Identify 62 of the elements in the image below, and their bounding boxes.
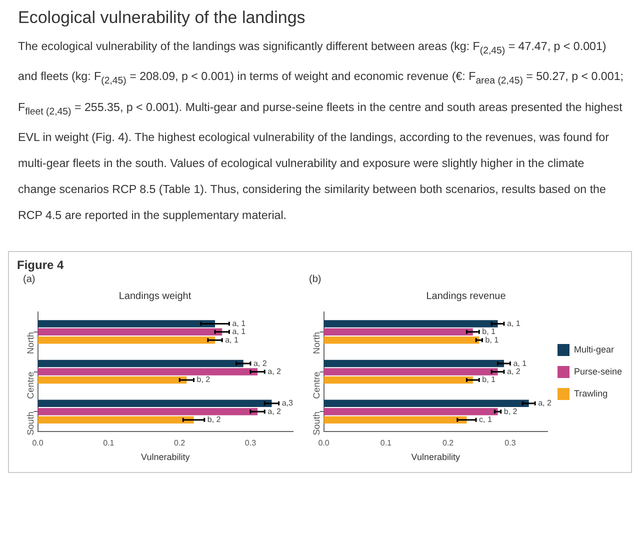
text: Ecological vulnerability of the landings [18, 8, 306, 28]
x-axis-title: Vulnerability [411, 452, 460, 462]
annotation: a, 1 [507, 318, 521, 328]
text: (a) [23, 274, 36, 285]
y-tick-label: North [311, 332, 322, 354]
annotation: b, 1 [482, 327, 496, 336]
annotation: a, 2 [268, 366, 282, 376]
y-tick-label: Centre [311, 372, 322, 399]
y-tick-label: North [25, 332, 36, 354]
x-tick-label: 0.2 [442, 438, 454, 448]
x-tick-label: 0.0 [318, 438, 330, 448]
annotation: a, 2 [538, 398, 552, 408]
bar [324, 360, 504, 368]
annotation: b, 1 [482, 375, 496, 384]
bar [324, 416, 467, 424]
bar [38, 336, 216, 344]
bar [324, 328, 473, 336]
x-tick-label: 0.1 [380, 438, 392, 448]
legend-label: Trawling [574, 388, 608, 398]
x-axis-title: Vulnerability [141, 452, 190, 462]
bar [38, 360, 244, 368]
bar [324, 368, 498, 376]
bar [324, 320, 498, 328]
legend-label: Multi-gear [574, 344, 614, 354]
bar [38, 328, 222, 336]
annotation: a, 2 [253, 358, 268, 368]
bar [38, 368, 258, 376]
text: The ecological vulnerability of the landings was significantly different between areas (kg: F$_{(2,45)}$ = 47.47, p < 0.001) and fleets (kg: F$_{(2,45)}$ = 208.09, p < 0.001) in terms of weight and economic revenue (€: F$_{area (2,45)}$ = 50.27, p < 0.001; F$_{fleet (2,45)}$ = 255.35, p < 0.001). Multi-gear and purse-seine fleets in the centre and south areas presented the highest EVL in weight (Fig. 4). The highest ecological vulnerability of the landings, according to the revenues, was found for multi-gear fleets in the south. Values of ecological vulnerability and exposure were slightly higher in the climate change scenarios RCP 8.5 (Table 1). Thus, considering the similarity between both scenarios, results based on the RCP 4.5 are reported in the supplementary material. [18, 40, 624, 222]
legend-label: Purse-seine [574, 366, 622, 376]
annotation: c, 1 [479, 415, 492, 424]
bar [38, 400, 272, 407]
x-tick-label: 0.1 [103, 438, 115, 448]
bar [324, 336, 480, 344]
y-tick-label: South [311, 412, 322, 436]
x-tick-label: 0.3 [504, 438, 516, 448]
text: (b) [309, 274, 322, 285]
y-tick-label: South [25, 412, 36, 436]
x-tick-label: 0.3 [244, 438, 257, 448]
bar [38, 376, 187, 384]
annotation: a, 2 [507, 366, 521, 376]
annotation: b, 1 [485, 335, 500, 344]
bar [324, 376, 473, 384]
annotation: b, 2 [207, 415, 222, 424]
y-tick-label: Centre [25, 372, 36, 399]
x-tick-label: 0.2 [174, 438, 186, 448]
bar [38, 320, 216, 328]
annotation: a, 1 [513, 358, 528, 368]
chart-title: Landings revenue [426, 290, 506, 302]
chart-title: Landings weight [118, 290, 192, 302]
annotation: a, 1 [225, 335, 240, 344]
bar [324, 400, 529, 407]
bar [38, 408, 258, 416]
x-tick-label: 0.0 [32, 438, 44, 448]
bar [324, 408, 498, 416]
annotation: a,3 [282, 398, 294, 408]
annotation: a, 2 [268, 406, 282, 416]
caption: Figure 4 [17, 258, 65, 272]
annotation: a, 1 [232, 318, 246, 328]
annotation: b, 2 [196, 375, 211, 384]
annotation: b, 2 [504, 406, 518, 416]
bar [38, 416, 194, 424]
annotation: a, 1 [232, 327, 246, 336]
